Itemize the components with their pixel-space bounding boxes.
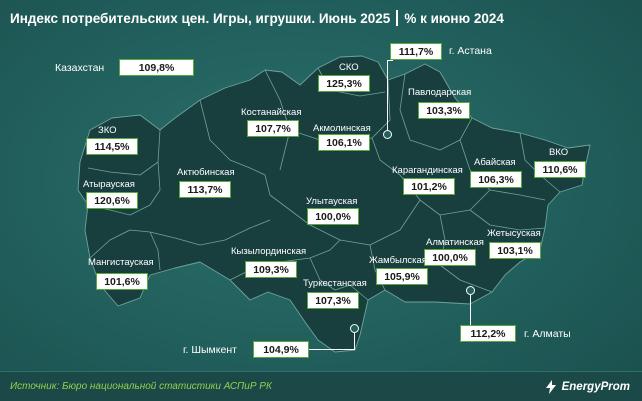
astana-leader-line (387, 60, 388, 130)
region-value-mangystau: 101,6% (96, 273, 148, 290)
region-value-almaty-region: 100,0% (424, 249, 476, 266)
region-value-zko: 114,5% (86, 138, 138, 155)
region-label-abai: Абайская (474, 157, 516, 168)
title-subtitle: % к июню 2024 (404, 10, 504, 26)
astana-marker (383, 130, 392, 139)
region-value-abai: 106,3% (470, 171, 522, 188)
border-zhetysu (469, 209, 546, 231)
region-label-aktobe: Актюбинская (177, 167, 235, 178)
region-label-kostanay: Костанайская (241, 107, 302, 118)
shymkent-marker (350, 324, 359, 333)
region-label-akmola: Акмолинская (313, 123, 371, 134)
title-separator (396, 10, 399, 26)
region-label-kyzylorda: Кызылординская (231, 246, 307, 257)
brand-name: EnergyProm (561, 381, 630, 393)
city-label-almaty: г. Алматы (524, 328, 571, 340)
country-outline (77, 55, 591, 353)
region-value-pavlodar: 103,3% (418, 102, 470, 119)
region-label-zhambyl: Жамбылская (369, 255, 427, 266)
region-label-karaganda: Карагандинская (392, 165, 463, 176)
region-value-zhetysu: 103,1% (489, 242, 541, 259)
source-note: Источник: Бюро национальной статистики А… (10, 381, 272, 392)
border-pavlodar (399, 73, 473, 151)
footer: Источник: Бюро национальной статистики А… (0, 371, 642, 401)
title-text: Индекс потребительских цен. Игры, игрушк… (10, 10, 391, 26)
shymkent-leader-line (309, 349, 354, 350)
city-value-shymkent: 104,9% (253, 341, 309, 358)
region-value-turkestan: 107,3% (307, 292, 359, 309)
lightning-icon (545, 380, 556, 394)
chart-title: Индекс потребительских цен. Игры, игрушк… (10, 8, 504, 28)
region-value-ulytau: 100,0% (307, 208, 359, 225)
region-value-karaganda: 101,2% (403, 178, 455, 195)
kazakhstan-value: 109,8% (119, 59, 194, 76)
almaty-marker (466, 286, 475, 295)
region-value-atyrau: 120,6% (86, 192, 138, 209)
region-value-akmola: 106,1% (318, 134, 370, 151)
city-label-astana: г. Астана (449, 45, 492, 57)
region-label-turkestan: Туркестанская (303, 278, 367, 289)
region-value-sko: 125,3% (318, 75, 370, 92)
region-label-zhetysu: Жетысуская (487, 228, 541, 239)
city-value-astana: 111,7% (390, 43, 442, 60)
region-value-zhambyl: 105,9% (376, 268, 428, 285)
border-zko (87, 129, 161, 176)
region-label-zko: ЗКО (98, 125, 117, 136)
border-turkestan (309, 257, 369, 301)
kazakhstan-label: Казахстан (55, 62, 105, 74)
region-label-ulytau: Улытауская (306, 196, 358, 207)
region-label-sko: СКО (339, 62, 359, 73)
border-mangystau (89, 229, 161, 271)
region-value-kyzylorda: 109,3% (245, 261, 297, 278)
region-value-aktobe: 113,7% (179, 181, 231, 198)
region-label-mangystau: Мангистауская (88, 257, 154, 268)
border-vko (519, 132, 561, 193)
shymkent-leader-riser (354, 332, 355, 350)
region-value-vko: 110,6% (534, 161, 586, 178)
region-label-atyrau: Атырауская (83, 179, 135, 190)
border-aktobe-east (199, 99, 271, 196)
region-label-almaty-region: Алматинская (426, 237, 484, 248)
astana-leader-tick (387, 60, 393, 61)
city-value-almaty: 112,2% (460, 325, 516, 342)
border-aktobe-south (149, 219, 271, 246)
region-label-pavlodar: Павлодарская (408, 87, 472, 98)
almaty-leader-line (470, 295, 471, 325)
border-atyrau (87, 161, 161, 216)
brand-logo: EnergyProm (543, 378, 630, 396)
city-label-shymkent: г. Шымкент (183, 344, 237, 356)
region-label-vko: ВКО (549, 147, 569, 158)
region-value-kostanay: 107,7% (247, 120, 299, 137)
